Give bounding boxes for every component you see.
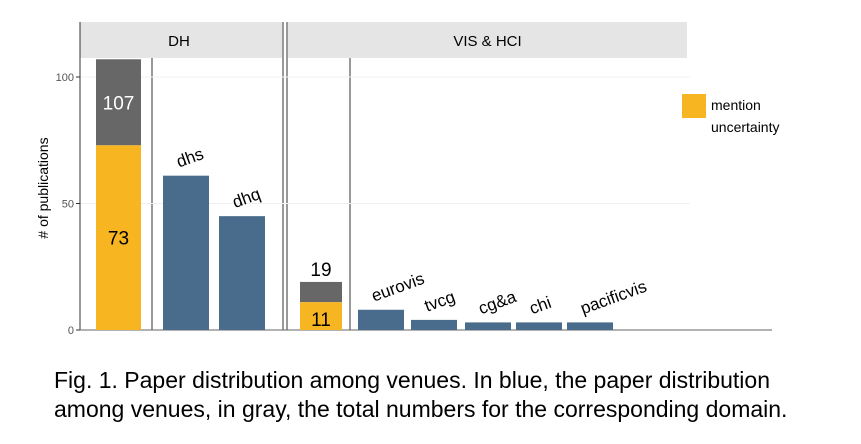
uncertainty-data-label: 11 (311, 310, 331, 331)
panel-title: VIS & HCI (453, 33, 521, 50)
venue-label: tvcg (422, 287, 458, 316)
uncertainty-bar (300, 302, 342, 330)
caption-line-1: Fig. 1. Paper distribution among venues.… (54, 367, 770, 393)
uncertainty-bar (96, 145, 141, 330)
venue-label: pacificvis (578, 277, 649, 318)
panel-title: DH (168, 33, 190, 50)
panel-layer: DH VIS & HCI (80, 22, 687, 330)
legend-label-line: mention (711, 97, 761, 113)
venue-bar (411, 319, 457, 330)
y-tick-label: 100 (56, 72, 74, 84)
venue-label: cg&a (476, 287, 519, 318)
venue-bar (358, 309, 404, 330)
venue-label: dhq (230, 184, 263, 212)
legend-label-line: uncertainty (711, 119, 779, 135)
caption-line-2: among venues, in gray, the total numbers… (54, 396, 788, 422)
figure-caption: Fig. 1. Paper distribution among venues.… (54, 366, 854, 424)
legend-swatch (682, 94, 706, 118)
venue-bar (567, 322, 613, 330)
total-data-label: 107 (103, 93, 135, 114)
y-axis-label: # of publications (35, 137, 51, 238)
venue-bar (516, 322, 562, 330)
uncertainty-data-label: 73 (108, 229, 129, 250)
domain-total-bar (300, 281, 342, 303)
venue-bar (163, 175, 209, 330)
venue-label: eurovis (369, 269, 427, 306)
legend: mention uncertainty (682, 94, 779, 135)
y-tick-label: 50 (62, 199, 74, 211)
venue-bar (219, 216, 265, 330)
total-data-label: 19 (310, 260, 331, 281)
panel-strip (80, 22, 282, 58)
bar-layer (96, 59, 613, 330)
venue-label: chi (527, 293, 554, 318)
domain-total-bar (96, 59, 141, 146)
y-tick-label: 0 (68, 325, 74, 337)
venue-label: dhs (174, 144, 206, 171)
panel-strip (288, 22, 687, 58)
venue-distribution-chart: DH VIS & HCI 0 50 100 # of publications 107 7… (35, 22, 779, 337)
venue-bar (465, 322, 511, 330)
